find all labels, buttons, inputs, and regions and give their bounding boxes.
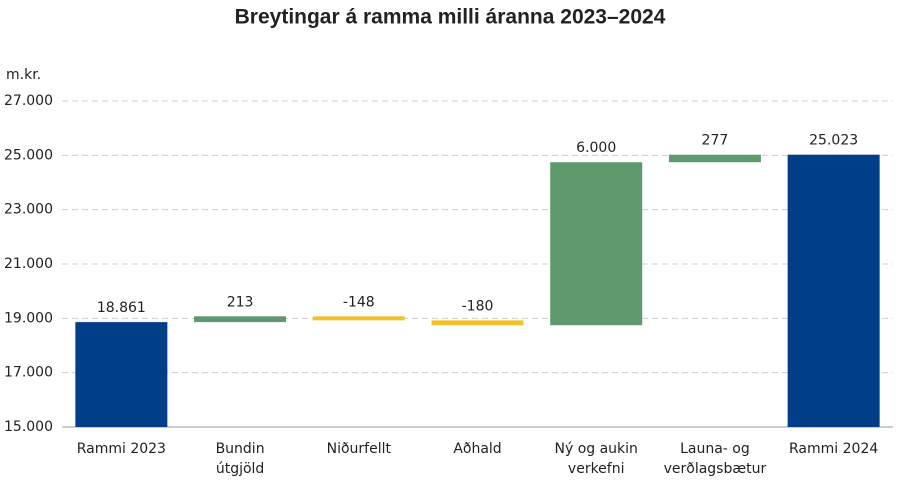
x-tick-label: Rammi 2023 (77, 441, 166, 457)
bar (194, 316, 287, 323)
bar (312, 316, 405, 321)
chart-title: Breytingar á ramma milli áranna 2023–202… (235, 6, 666, 29)
value-label: 25.023 (809, 133, 858, 149)
value-label: 6.000 (576, 140, 616, 156)
value-label: 213 (227, 294, 254, 310)
bar (668, 154, 761, 163)
y-tick-label: 23.000 (4, 202, 53, 218)
value-label: -148 (343, 294, 375, 310)
x-tick-label: Launa- og (680, 441, 750, 457)
bar (550, 162, 643, 326)
x-tick-label: Rammi 2024 (789, 441, 878, 457)
x-tick-label: Bundin (216, 441, 265, 457)
bar (787, 154, 880, 427)
value-label: -180 (462, 298, 494, 314)
y-tick-label: 25.000 (4, 147, 53, 163)
y-tick-label: 19.000 (4, 310, 53, 326)
bar (431, 320, 524, 326)
x-tick-label: Ný og aukin (554, 441, 637, 457)
x-tick-label: verðlagsbætur (664, 461, 767, 477)
x-tick-label: útgjöld (216, 461, 264, 477)
y-tick-label: 27.000 (4, 93, 53, 109)
y-tick-label: 15.000 (4, 419, 53, 435)
x-tick-label: verkefni (568, 461, 625, 477)
value-label: 18.861 (97, 300, 146, 316)
y-tick-label: 17.000 (4, 365, 53, 381)
x-tick-label: Niðurfellt (327, 441, 392, 457)
y-tick-label: 21.000 (4, 256, 53, 272)
bar (75, 322, 168, 427)
y-axis-label: m.kr. (6, 67, 41, 83)
x-tick-label: Aðhald (453, 441, 501, 457)
value-label: 277 (702, 133, 729, 149)
